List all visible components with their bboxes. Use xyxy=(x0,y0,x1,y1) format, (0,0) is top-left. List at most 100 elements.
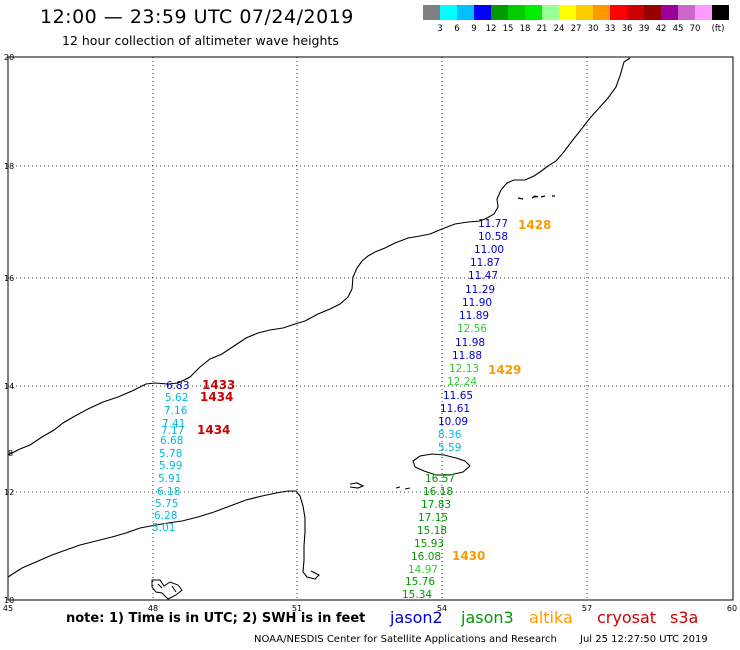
colorbar-label: 18 xyxy=(519,24,531,34)
latitude-tick-label: 16 xyxy=(4,274,14,283)
map-title: 12:00 — 23:59 UTC 07/24/2019 xyxy=(40,6,354,28)
wave-height-value: 11.29 xyxy=(465,284,495,296)
colorbar-label: 33 xyxy=(604,24,616,34)
wave-height-value: 12.56 xyxy=(457,323,487,335)
colorbar-label: 15 xyxy=(502,24,514,34)
colorbar-swatch xyxy=(474,5,491,20)
pass-time-label: 1433 xyxy=(202,378,235,392)
colorbar-swatch xyxy=(423,5,440,20)
wave-height-value: 15.34 xyxy=(402,589,432,601)
colorbar-label: 9 xyxy=(471,24,477,34)
latitude-tick-label: 14 xyxy=(4,382,14,391)
latitude-tick-label: 10 xyxy=(4,596,14,605)
colorbar-swatch xyxy=(525,5,542,20)
wave-height-value: 5.62 xyxy=(165,392,188,404)
colorbar-label: 3 xyxy=(437,24,443,34)
colorbar-label: 36 xyxy=(621,24,633,34)
colorbar-label: 12 xyxy=(485,24,497,34)
wave-height-value: 12.24 xyxy=(447,376,477,388)
colorbar-swatch xyxy=(644,5,661,20)
wave-height-value: 16.57 xyxy=(425,473,455,485)
wave-height-value: 6.68 xyxy=(160,435,183,447)
wave-height-value: 7.16 xyxy=(164,405,188,417)
coastline-kuria-muria-islands xyxy=(517,195,555,200)
colorbar-label: 45 xyxy=(672,24,684,34)
colorbar-label: 39 xyxy=(638,24,650,34)
wave-height-value: 11.89 xyxy=(459,310,489,322)
colorbar-swatch xyxy=(661,5,678,20)
colorbar-swatch xyxy=(542,5,559,20)
wave-height-value: 11.47 xyxy=(468,270,498,282)
wave-height-value: 5.75 xyxy=(155,498,178,510)
colorbar-swatch xyxy=(678,5,695,20)
wave-height-value: 7.17 xyxy=(161,425,184,437)
wave-height-value: 6.83 xyxy=(166,380,189,392)
pass-time-label: 1429 xyxy=(488,363,521,377)
timestamp: Jul 25 12:27:50 UTC 2019 xyxy=(580,634,708,645)
wave-height-value: 11.98 xyxy=(455,337,485,349)
wave-height-value: 10.58 xyxy=(478,231,508,243)
colorbar-swatch xyxy=(712,5,729,20)
wave-height-value: 12.13 xyxy=(449,363,479,375)
wave-height-value: 15.18 xyxy=(417,525,447,537)
wave-height-value: 5.91 xyxy=(158,473,181,485)
map-subtitle: 12 hour collection of altimeter wave hei… xyxy=(62,33,339,48)
wave-height-value: 11.00 xyxy=(474,244,504,256)
wave-height-value: 11.65 xyxy=(443,390,473,402)
colorbar-swatch xyxy=(559,5,576,20)
pass-time-label: 1428 xyxy=(518,218,551,232)
wave-height-value: 5.01 xyxy=(152,522,175,534)
pass-time-label: 1434 xyxy=(200,390,233,404)
wave-height-value: 6.28 xyxy=(154,510,177,522)
colorbar-swatch xyxy=(457,5,474,20)
colorbar-swatch xyxy=(593,5,610,20)
wave-height-value: 15.93 xyxy=(414,538,444,550)
longitude-tick-label: 48 xyxy=(148,604,158,613)
colorbar-label: 6 xyxy=(454,24,460,34)
wave-height-value: 11.88 xyxy=(452,350,482,362)
satellite-legend-jason2: jason2 xyxy=(390,608,443,627)
coastline-socotra-islets xyxy=(349,482,411,490)
colorbar-swatch xyxy=(440,5,457,20)
footer-note: note: 1) Time is in UTC; 2) SWH is in fe… xyxy=(66,611,366,626)
longitude-tick-label: 54 xyxy=(437,604,447,613)
colorbar-label: 21 xyxy=(536,24,548,34)
colorbar-swatch xyxy=(695,5,712,20)
graticule xyxy=(8,57,733,600)
wave-height-value: 7.41 xyxy=(162,418,185,430)
longitude-tick-label: 45 xyxy=(3,604,13,613)
colorbar-swatch xyxy=(627,5,644,20)
colorbar-swatch xyxy=(610,5,627,20)
wave-height-value: 14.97 xyxy=(408,564,438,576)
pass-time-label: 1430 xyxy=(452,549,485,563)
satellite-legend-jason3: jason3 xyxy=(461,608,514,627)
coastline-arabia xyxy=(7,57,631,456)
satellite-legend-cryosat: cryosat xyxy=(597,608,657,627)
wave-height-value: 8.36 xyxy=(438,429,462,441)
colorbar-swatch xyxy=(576,5,593,20)
wave-height-value: 11.90 xyxy=(462,297,492,309)
satellite-legend-s3a: s3a xyxy=(670,608,699,627)
wave-height-value: 11.87 xyxy=(470,257,500,269)
longitude-tick-label: 51 xyxy=(292,604,302,613)
map-frame xyxy=(7,56,734,601)
colorbar-label: (ft) xyxy=(711,24,725,34)
colorbar-swatch xyxy=(508,5,525,20)
colorbar-swatch xyxy=(491,5,508,20)
wave-height-value: 10.09 xyxy=(438,416,468,428)
pass-time-label: 1434 xyxy=(197,423,230,437)
coastline-somalia-bay xyxy=(151,579,183,600)
wave-height-value: 5.99 xyxy=(159,460,182,472)
wave-height-value: 11.61 xyxy=(440,403,470,415)
wave-height-value: 11.77 xyxy=(478,218,508,230)
satellite-legend-altika: altika xyxy=(529,608,573,627)
colorbar-label: 70 xyxy=(689,24,701,34)
wave-height-value: 15.76 xyxy=(405,576,435,588)
colorbar-label: 24 xyxy=(553,24,565,34)
wave-height-value: 6.18 xyxy=(157,486,180,498)
wave-height-value: 5.78 xyxy=(159,448,182,460)
latitude-tick-label: 12 xyxy=(4,488,14,497)
wave-height-value: 16.18 xyxy=(423,486,453,498)
wave-height-value: 17.15 xyxy=(418,512,448,524)
